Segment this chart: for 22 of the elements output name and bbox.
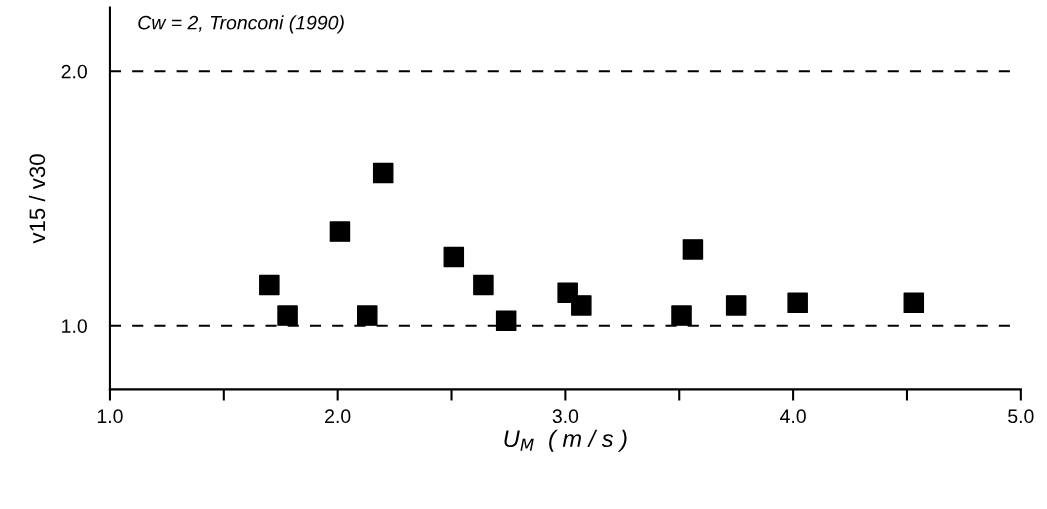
point [495, 310, 517, 331]
x-tick-label: 5.0 [1008, 409, 1034, 424]
y-axis-title: v15 / v30 [28, 154, 46, 244]
point [329, 221, 351, 242]
x-tick-label: 1.0 [97, 409, 123, 424]
point [277, 305, 298, 326]
x-axis-title: U$_{M}$ ( m / s ) [504, 429, 627, 452]
point [725, 295, 747, 316]
point [356, 305, 378, 326]
annotation: Cw = 2, Tronconi (1990) [138, 15, 344, 34]
x-tick-label: 2.0 [325, 409, 351, 424]
point [671, 305, 692, 326]
point [682, 239, 704, 260]
point [443, 246, 465, 268]
x-tick-label: 4.0 [780, 409, 806, 424]
point [903, 292, 925, 314]
point [787, 292, 808, 314]
point [571, 295, 592, 316]
point [372, 162, 394, 184]
point [259, 274, 280, 296]
point [473, 274, 494, 296]
x-tick-label: 3.0 [552, 409, 579, 424]
